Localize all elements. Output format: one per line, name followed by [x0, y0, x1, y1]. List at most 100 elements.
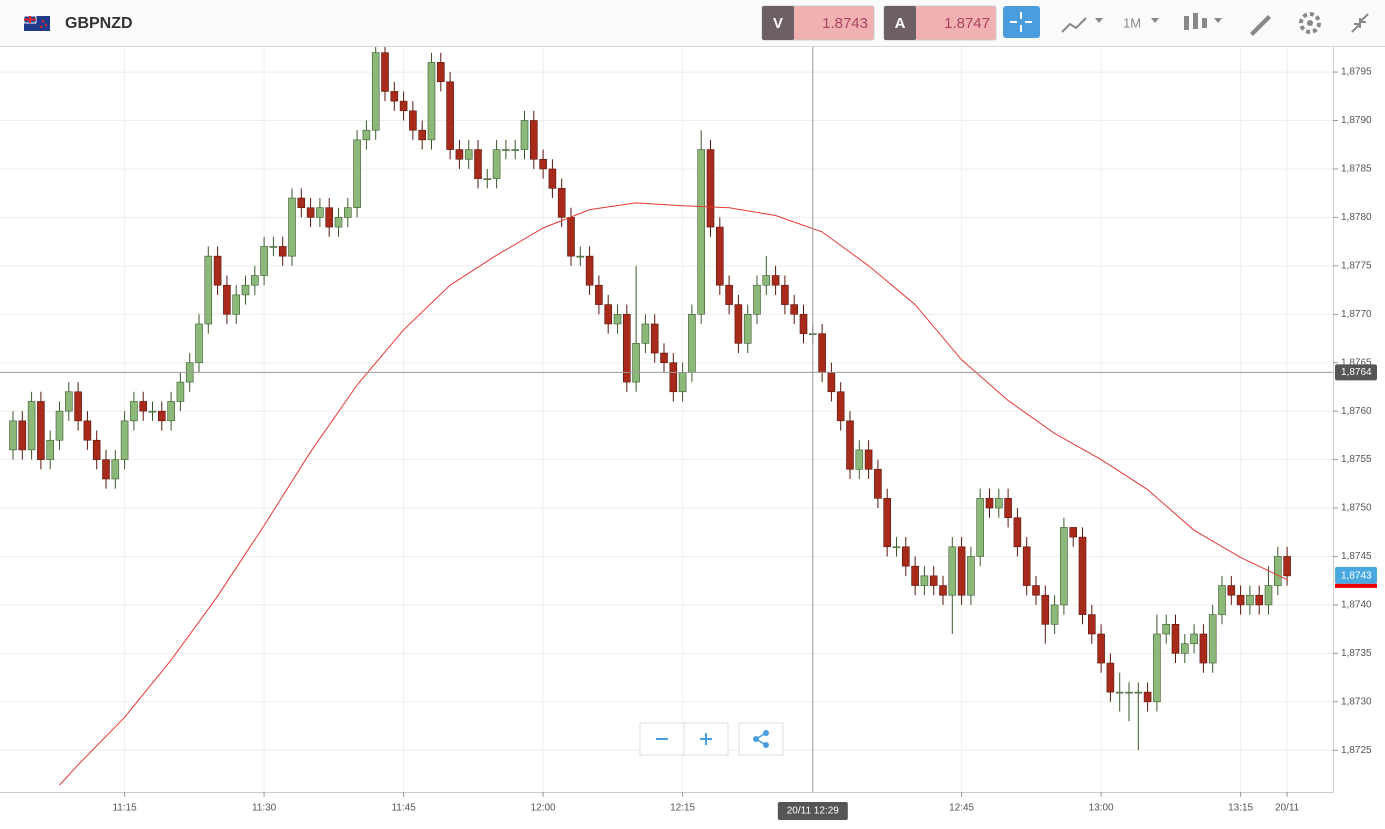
crosshair-time-tag — [777, 802, 848, 820]
zoom-out-button[interactable] — [639, 722, 685, 756]
candle-body — [855, 449, 864, 470]
candle-body — [1236, 594, 1245, 606]
candle-body — [18, 420, 27, 451]
ask-button[interactable]: A 1.8747 — [883, 5, 997, 41]
candle-body — [901, 546, 910, 567]
candle-body — [1143, 691, 1152, 703]
y-tick-label: 1,8780 — [1341, 212, 1372, 223]
candle-body — [715, 226, 724, 286]
candle-body — [1227, 585, 1236, 596]
timeframe-button[interactable]: 1M — [1123, 15, 1159, 30]
candle-body — [1162, 623, 1170, 635]
candle-body — [1078, 536, 1087, 615]
moving-average-line — [59, 202, 1288, 786]
candle-body — [548, 168, 557, 189]
candle-body — [55, 410, 64, 441]
candle-body — [111, 459, 120, 480]
candle-body — [762, 275, 771, 286]
candle-body — [827, 372, 836, 393]
candle-body — [381, 52, 389, 92]
candle-body — [260, 246, 268, 276]
x-tick-label: 11:30 — [252, 803, 277, 814]
candle-body — [781, 284, 789, 305]
y-tick-label: 1,8765 — [1341, 357, 1372, 368]
candle-body — [1274, 556, 1282, 586]
candle-body — [1069, 527, 1077, 538]
candle-body — [622, 313, 631, 383]
candle-body — [883, 498, 892, 548]
candle-body — [818, 333, 826, 373]
candle-body — [725, 284, 733, 305]
candle-body — [278, 246, 287, 257]
y-tick-label: 1,8795 — [1341, 67, 1372, 78]
ask-price: 1.8747 — [944, 15, 990, 32]
candle-body — [576, 255, 585, 258]
candle-body — [669, 362, 678, 393]
candle-body — [632, 343, 640, 383]
timeframe: 1M — [1123, 15, 1141, 30]
candle-body — [371, 52, 380, 131]
candle-body — [176, 381, 185, 402]
candle-body — [799, 313, 808, 334]
candle-body — [1171, 623, 1180, 654]
candle-body — [46, 439, 55, 460]
candle-body — [976, 498, 985, 557]
bid-button[interactable]: V 1.8743 — [761, 5, 875, 41]
chart-type-button[interactable] — [1061, 17, 1103, 33]
candle-body — [511, 149, 520, 151]
candle-body — [102, 459, 110, 480]
candle-body — [1013, 517, 1022, 548]
candle-body — [148, 410, 157, 413]
candle-body — [1246, 594, 1254, 606]
candle-body — [743, 313, 752, 344]
candle-body — [297, 197, 306, 209]
candle-body — [65, 391, 73, 412]
y-tick-label: 1,8785 — [1341, 164, 1372, 175]
x-tick-label: 13:15 — [1228, 803, 1253, 814]
y-tick-label: 1,8760 — [1341, 406, 1372, 417]
candle-body — [399, 100, 408, 112]
candle-body — [334, 217, 343, 228]
candle-body — [353, 139, 361, 209]
candle-body — [1218, 585, 1226, 615]
candle-body — [836, 391, 845, 422]
candle-body — [27, 401, 36, 451]
candle-body — [1181, 643, 1189, 654]
candle-body — [874, 468, 882, 499]
candles-button[interactable] — [1184, 13, 1222, 30]
candle-body — [120, 420, 129, 460]
crosshair-time-label: 20/11 12:29 — [787, 806, 840, 817]
candle-body — [232, 294, 240, 315]
share-button[interactable] — [738, 722, 784, 756]
collapse-button[interactable] — [1351, 13, 1369, 33]
candle-body — [1264, 585, 1273, 606]
candle-body — [325, 207, 334, 228]
crosshair-button[interactable] — [1003, 6, 1040, 38]
candle-body — [492, 149, 501, 179]
candle-body — [316, 207, 324, 218]
candle-body — [251, 275, 259, 286]
candle-body — [660, 352, 668, 364]
candle-body — [241, 284, 250, 296]
candle-body — [83, 420, 92, 441]
candle-body — [223, 284, 231, 315]
candle-body — [483, 178, 492, 180]
candle-body — [502, 149, 510, 151]
candle-body — [604, 304, 613, 325]
candle-body — [1208, 614, 1217, 664]
settings-button[interactable] — [1299, 12, 1321, 34]
candle-body — [1115, 691, 1124, 694]
candle-body — [911, 565, 919, 586]
candle-body — [158, 410, 166, 422]
y-tick-label: 1,8755 — [1341, 454, 1372, 465]
y-tick-label: 1,8770 — [1341, 309, 1372, 320]
candle-body — [269, 246, 278, 248]
candle-body — [520, 120, 529, 150]
candle-body — [846, 420, 854, 470]
candle-body — [195, 323, 203, 364]
y-tick-label: 1,8725 — [1341, 745, 1372, 756]
draw-button[interactable] — [1250, 15, 1271, 36]
bid-price: 1.8743 — [822, 15, 868, 32]
zoom-in-button[interactable] — [683, 722, 729, 756]
